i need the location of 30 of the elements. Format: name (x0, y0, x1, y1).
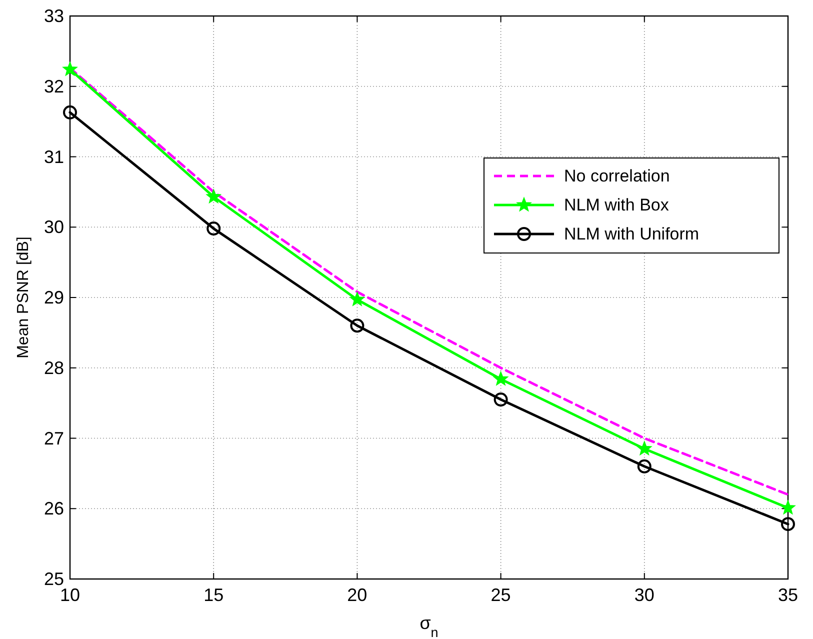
legend-label: NLM with Box (564, 196, 670, 214)
x-tick-label: 15 (204, 585, 224, 605)
y-tick-label: 28 (44, 358, 64, 378)
point (206, 189, 221, 204)
point (494, 372, 508, 386)
point (494, 392, 508, 407)
point (206, 222, 221, 236)
point (62, 62, 78, 76)
y-tick-label: 33 (44, 6, 64, 26)
legend-label: NLM with Uniform (564, 224, 700, 244)
x-axis-title: σ$_{n}$ (420, 613, 438, 639)
point (63, 105, 77, 120)
y-tick-label: 32 (44, 76, 64, 96)
point (350, 292, 364, 306)
point (781, 517, 795, 532)
point (637, 459, 652, 474)
point (780, 500, 796, 514)
y-axis-title: Mean PSNR [dB] (15, 236, 32, 358)
legend-label: No correlation (564, 166, 670, 186)
x-tick-label: 30 (634, 585, 654, 605)
y-tick-label: 29 (44, 288, 64, 308)
x-tick-label: 35 (778, 585, 798, 605)
point (350, 318, 364, 333)
y-tick-label: 26 (44, 498, 64, 519)
y-tick-label: 27 (44, 428, 64, 448)
x-tick-label: 20 (347, 585, 368, 605)
y-tick-label: 31 (44, 146, 64, 167)
y-tick-label: 30 (44, 217, 64, 238)
point (637, 441, 652, 455)
x-tick-label: 25 (490, 585, 511, 605)
